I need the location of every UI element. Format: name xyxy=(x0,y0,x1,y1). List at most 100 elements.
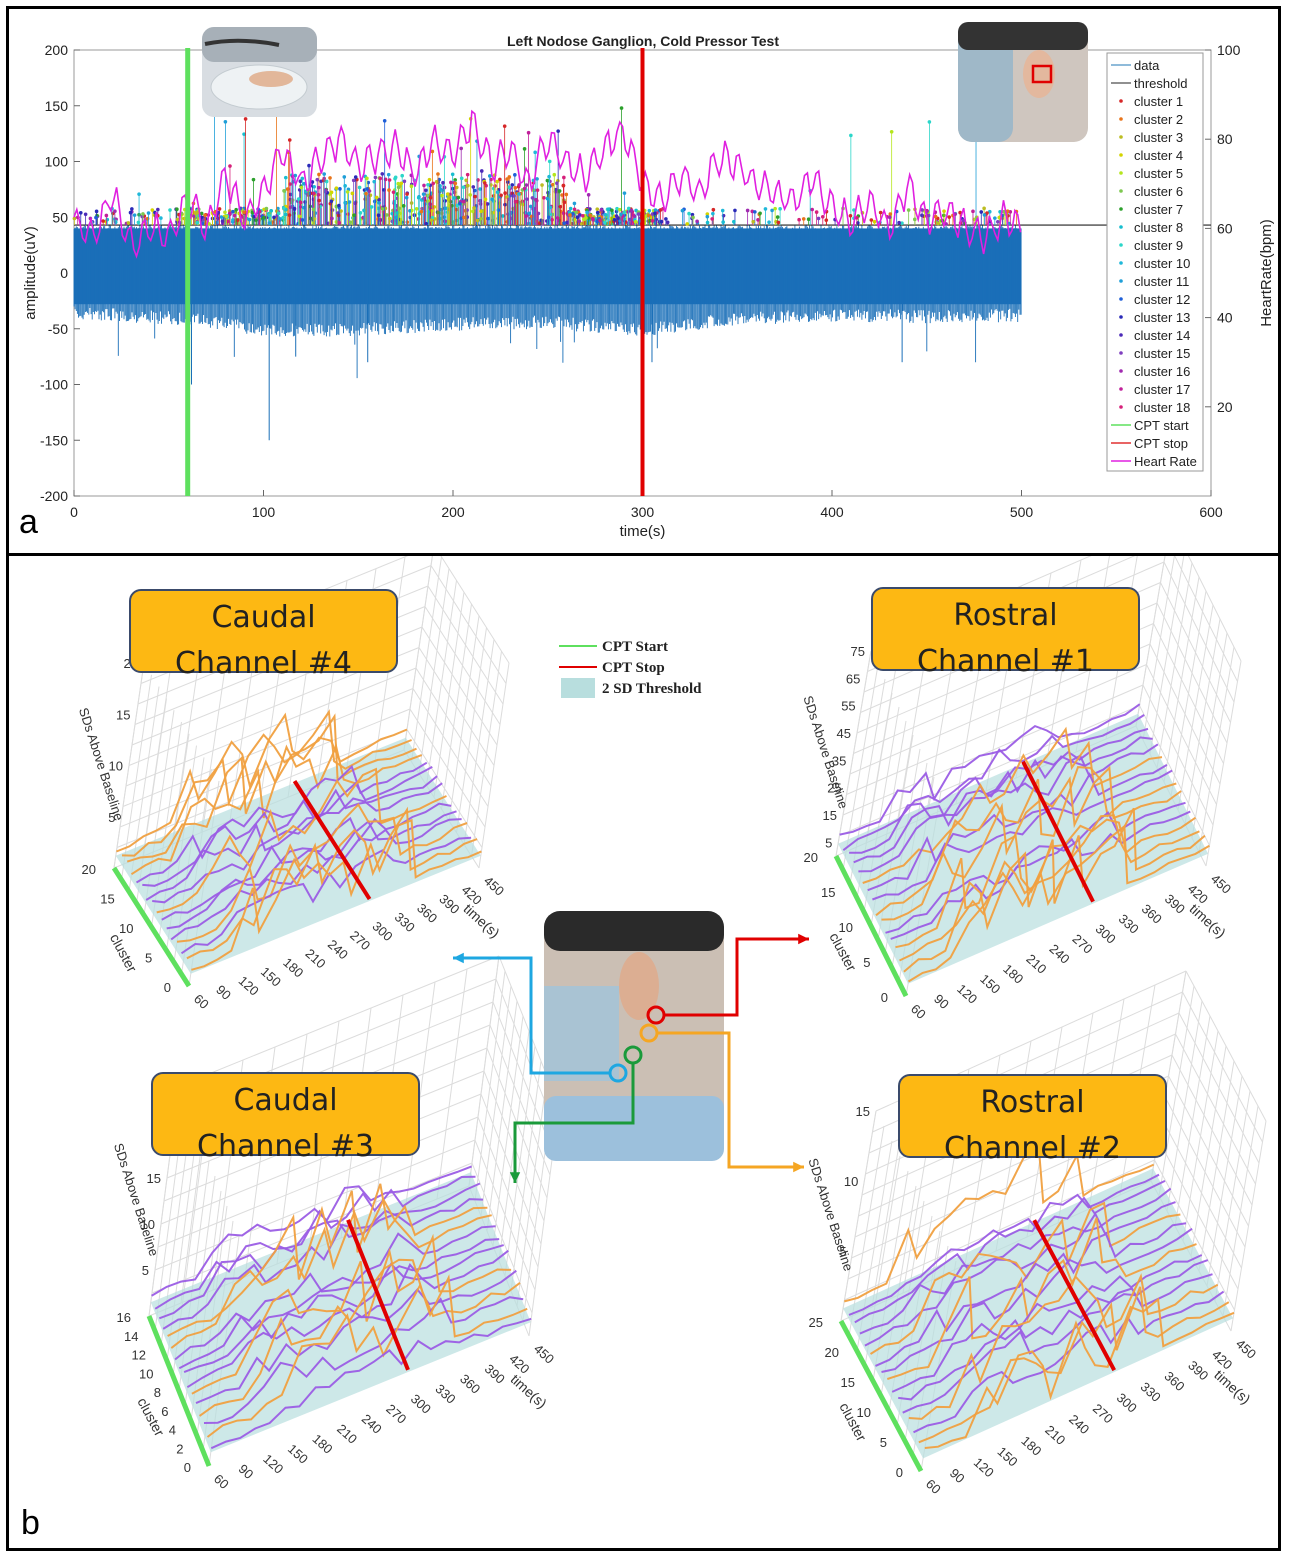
cluster-point xyxy=(680,208,685,213)
cluster-point xyxy=(426,182,430,187)
cluster-line xyxy=(898,1259,1209,1401)
threshold-plane xyxy=(843,1168,1234,1459)
y-tick-label: 10 xyxy=(844,1174,858,1189)
cluster-line xyxy=(907,824,1210,983)
cluster-point xyxy=(561,211,566,215)
cluster-point xyxy=(393,175,398,180)
x-tick-label: 450 xyxy=(1233,1336,1259,1362)
cluster-point xyxy=(300,176,305,181)
channel-1-title-line2: Channel #1 xyxy=(917,644,1094,679)
grid-line xyxy=(842,664,879,871)
x-tick-label: 360 xyxy=(457,1371,483,1397)
y-tick-label: 15 xyxy=(823,808,837,823)
cluster-point xyxy=(606,207,611,211)
legend-swatch xyxy=(1119,351,1123,355)
cluster-line xyxy=(858,743,1159,873)
cluster-point xyxy=(441,180,445,185)
y-tick-label: 5 xyxy=(108,810,115,825)
cluster-point xyxy=(317,198,321,203)
legend-swatch xyxy=(1119,315,1123,319)
x-tick-label: 120 xyxy=(971,1455,997,1481)
cluster-point xyxy=(104,213,109,218)
x-tick-label: 360 xyxy=(414,900,440,926)
grid-line xyxy=(421,626,498,746)
cluster-point xyxy=(810,207,814,212)
cluster-point xyxy=(705,212,710,216)
grid-line xyxy=(1174,1015,1211,1227)
z-tick-label: 0 xyxy=(164,980,171,995)
cluster-point xyxy=(242,132,246,136)
cluster-point xyxy=(527,211,531,216)
cluster-point xyxy=(542,195,546,200)
z-tick-label: 20 xyxy=(82,862,96,877)
cluster-point xyxy=(352,213,356,217)
grid-line xyxy=(1175,1033,1256,1185)
grid-line xyxy=(441,603,472,810)
x-tick-label: 360 xyxy=(1161,1368,1187,1394)
z-tick-label: 15 xyxy=(841,1375,855,1390)
cluster-point xyxy=(193,211,198,216)
panel-a-chart: 0 100 200 300 400 500 600200150100500-50-100-1… xyxy=(22,22,1275,540)
cluster-point xyxy=(312,191,316,196)
cluster-point xyxy=(816,216,821,221)
cluster-point xyxy=(400,173,404,178)
cluster-point xyxy=(466,183,470,188)
cluster-point xyxy=(626,210,630,214)
z-tick-label: 10 xyxy=(119,921,133,936)
x-tick-label: 450 xyxy=(531,1341,557,1367)
cluster-point xyxy=(982,213,987,217)
cluster-point xyxy=(770,208,774,213)
cluster-point xyxy=(855,216,859,220)
cluster-point xyxy=(199,211,204,216)
legend-swatch xyxy=(1119,189,1123,193)
photo-cold-water xyxy=(202,27,317,117)
cluster-point xyxy=(461,199,466,204)
cluster-line xyxy=(885,801,1186,934)
y-tick-label: 5 xyxy=(142,1263,149,1278)
cluster-point xyxy=(303,200,307,204)
x-tick-label: 600 xyxy=(1199,504,1223,520)
z-tick-label: 20 xyxy=(804,850,818,865)
cluster-point xyxy=(721,213,726,218)
legend-swatch xyxy=(1119,117,1123,121)
legend-item: cluster 9 xyxy=(1134,238,1183,253)
cluster-point xyxy=(475,218,480,223)
cluster-point xyxy=(537,221,542,225)
legend-swatch xyxy=(1119,153,1123,157)
x-tick-label: 0 xyxy=(70,504,78,520)
cluster-point xyxy=(243,117,248,121)
cluster-point xyxy=(545,219,549,223)
z-tick-label: 8 xyxy=(154,1385,161,1400)
cluster-point xyxy=(350,191,355,196)
cluster-point xyxy=(479,209,483,213)
cluster-point xyxy=(614,214,619,218)
cluster-point xyxy=(374,195,379,200)
cluster-point xyxy=(614,209,619,214)
legend-item: cluster 10 xyxy=(1134,256,1190,271)
cluster-line xyxy=(135,761,428,884)
legend-item: cluster 14 xyxy=(1134,328,1190,343)
cluster-point xyxy=(464,178,468,183)
cluster-point xyxy=(284,212,288,217)
x-axis-label: time(s) xyxy=(620,523,666,540)
channel-3-title-line2: Channel #3 xyxy=(197,1129,374,1164)
grid-line xyxy=(840,1110,877,1322)
arrow-channel-3 xyxy=(513,1063,635,1183)
cluster-point xyxy=(471,185,476,189)
chart-title: Left Nodose Ganglion, Cold Pressor Test xyxy=(507,33,779,49)
x-tick-label: 60 xyxy=(908,1001,929,1022)
grid-line xyxy=(1142,556,1175,741)
legend-item: threshold xyxy=(1134,76,1187,91)
arrow-channel-4-head xyxy=(453,952,464,964)
cluster-point xyxy=(598,218,602,223)
grid-line xyxy=(480,985,512,1217)
legend-item: cluster 3 xyxy=(1134,130,1183,145)
cluster-point xyxy=(517,192,521,196)
cluster-point xyxy=(685,222,689,226)
cluster-point xyxy=(622,191,627,195)
cluster-line xyxy=(206,1274,528,1438)
cluster-line xyxy=(191,1233,512,1395)
legend-swatch xyxy=(1119,387,1123,391)
cluster-point xyxy=(207,222,211,226)
cluster-point xyxy=(232,213,237,218)
